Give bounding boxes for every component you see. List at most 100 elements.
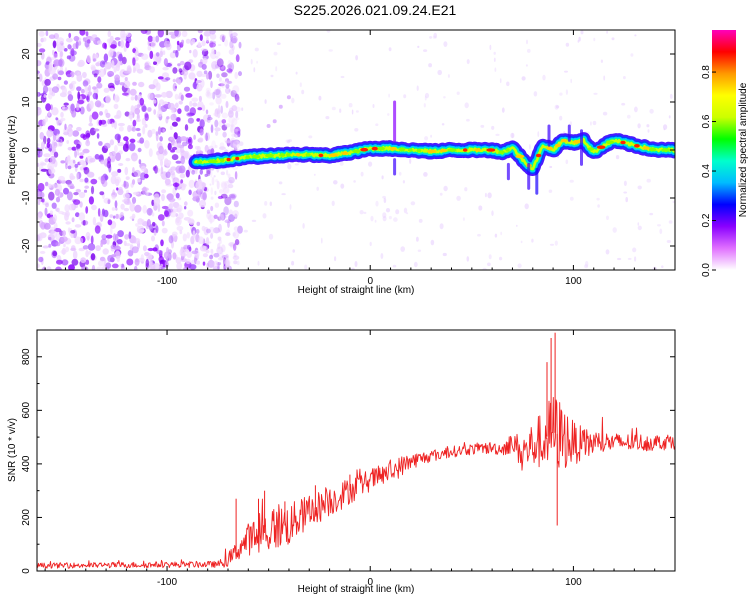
trace-peak — [486, 148, 496, 152]
noise-blob — [433, 32, 438, 39]
noise-blob — [524, 203, 529, 210]
trace-streak — [272, 119, 277, 124]
noise-blob — [66, 55, 71, 60]
noise-blob — [464, 187, 468, 192]
noise-blob — [40, 168, 48, 172]
noise-blob — [107, 199, 111, 205]
noise-blob — [238, 141, 244, 146]
noise-blob — [107, 70, 115, 77]
noise-blob — [478, 205, 483, 211]
noise-blob — [164, 178, 171, 186]
noise-blob — [294, 163, 299, 166]
noise-blob — [159, 50, 164, 58]
noise-blob — [406, 212, 409, 215]
noise-blob — [50, 104, 53, 111]
noise-blob — [205, 132, 208, 142]
noise-blob — [95, 62, 101, 67]
noise-blob — [176, 225, 184, 231]
noise-blob — [75, 41, 79, 49]
noise-blob — [48, 165, 53, 175]
noise-blob — [152, 247, 158, 252]
noise-blob — [354, 261, 358, 267]
noise-blob — [175, 216, 180, 224]
noise-blob — [90, 178, 98, 185]
noise-blob — [220, 105, 223, 114]
trace-peak — [377, 146, 385, 151]
noise-blob — [142, 204, 147, 214]
trace-peak — [462, 148, 468, 152]
noise-blob — [215, 96, 222, 105]
noise-blob — [231, 32, 238, 37]
noise-blob — [88, 250, 92, 255]
noise-blob — [442, 252, 447, 257]
noise-blob — [262, 213, 267, 219]
noise-blob — [216, 51, 221, 57]
noise-blob — [205, 237, 210, 246]
noise-blob — [192, 49, 198, 58]
noise-blob — [129, 216, 135, 220]
noise-blob — [175, 192, 180, 199]
noise-blob — [169, 211, 177, 218]
noise-blob — [153, 109, 157, 115]
noise-blob — [199, 119, 205, 129]
noise-blob — [228, 193, 236, 199]
noise-blob — [334, 256, 337, 262]
noise-blob — [542, 74, 546, 81]
noise-blob — [37, 182, 45, 192]
noise-blob — [177, 79, 182, 85]
noise-blob — [82, 148, 90, 154]
noise-blob — [217, 236, 222, 241]
noise-blob — [62, 105, 65, 110]
noise-blob — [191, 38, 196, 45]
noise-blob — [56, 43, 63, 53]
noise-blob — [221, 119, 227, 124]
noise-blob — [488, 254, 492, 260]
noise-blob — [135, 223, 139, 227]
noise-blob — [204, 173, 208, 177]
noise-blob — [493, 51, 496, 55]
noise-blob — [167, 142, 172, 151]
noise-blob — [187, 244, 191, 250]
noise-blob — [213, 112, 218, 117]
noise-blob — [181, 30, 188, 38]
noise-blob — [113, 233, 117, 242]
noise-blob — [456, 195, 461, 201]
noise-blob — [44, 78, 51, 86]
noise-blob — [80, 88, 85, 94]
noise-blob — [184, 206, 187, 210]
noise-blob — [424, 136, 429, 141]
noise-blob — [37, 162, 40, 167]
noise-blob — [605, 249, 610, 255]
noise-blob — [180, 136, 188, 142]
noise-blob — [170, 201, 174, 206]
noise-blob — [269, 201, 272, 207]
noise-blob — [331, 106, 336, 111]
noise-blob — [172, 78, 176, 83]
y-tick-label: 10 — [21, 96, 32, 108]
noise-blob — [132, 81, 137, 86]
noise-blob — [439, 192, 443, 196]
noise-blob — [70, 233, 74, 238]
noise-blob — [510, 132, 515, 139]
noise-blob — [68, 83, 74, 90]
noise-blob — [116, 255, 121, 263]
noise-blob — [50, 230, 58, 238]
noise-blob — [163, 40, 171, 48]
trace-peak — [427, 149, 437, 154]
noise-blob — [120, 203, 125, 210]
noise-blob — [107, 30, 112, 38]
noise-blob — [375, 123, 379, 126]
noise-blob — [42, 85, 49, 94]
noise-blob — [220, 171, 225, 176]
noise-blob — [176, 204, 183, 213]
noise-blob — [184, 201, 188, 206]
noise-blob — [79, 106, 85, 115]
noise-blob — [74, 163, 79, 168]
noise-blob — [385, 208, 391, 213]
noise-blob — [56, 37, 65, 44]
noise-blob — [203, 70, 208, 75]
x-tick-label: -100 — [157, 577, 177, 588]
noise-blob — [647, 129, 650, 133]
noise-blob — [228, 30, 233, 38]
noise-blob — [549, 165, 553, 169]
